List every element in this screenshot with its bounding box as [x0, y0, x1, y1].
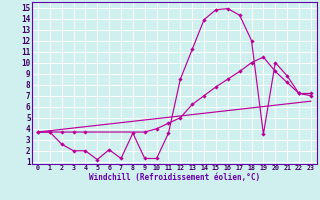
X-axis label: Windchill (Refroidissement éolien,°C): Windchill (Refroidissement éolien,°C) — [89, 173, 260, 182]
